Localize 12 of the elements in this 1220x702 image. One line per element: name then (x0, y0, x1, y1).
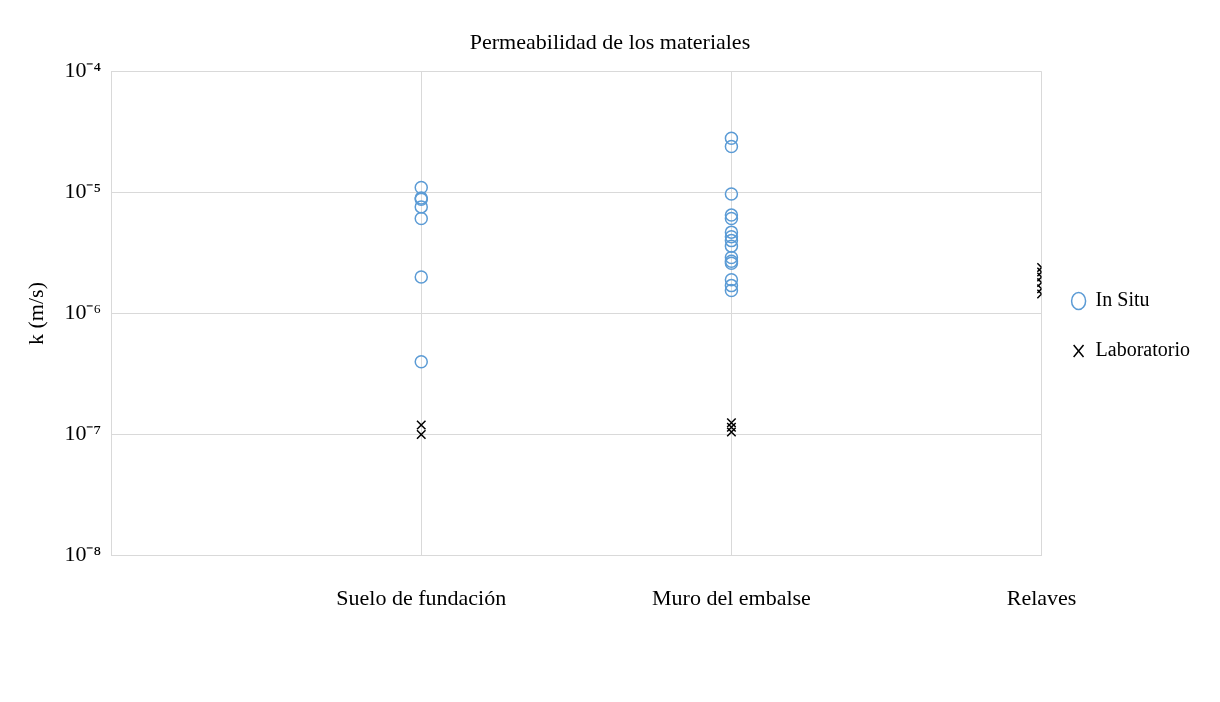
y-tick-label: 10⁻⁵ (64, 178, 102, 204)
y-tick-label: 10⁻⁷ (64, 420, 102, 446)
legend-label: In Situ (1095, 288, 1150, 311)
y-tick-label: 10⁻⁸ (64, 541, 102, 567)
x-tick-label: Suelo de fundación (336, 584, 507, 610)
y-axis-title: k (m/s) (22, 282, 48, 345)
x-tick-label: Muro del embalse (651, 584, 811, 610)
legend-label: Laboratorio (1095, 338, 1190, 361)
chart-title: Permeabilidad de los materiales (469, 28, 751, 54)
y-tick-label: 10⁻⁶ (64, 299, 102, 325)
x-tick-label: Relaves (1006, 584, 1077, 610)
y-tick-label: 10⁻⁴ (64, 57, 102, 83)
